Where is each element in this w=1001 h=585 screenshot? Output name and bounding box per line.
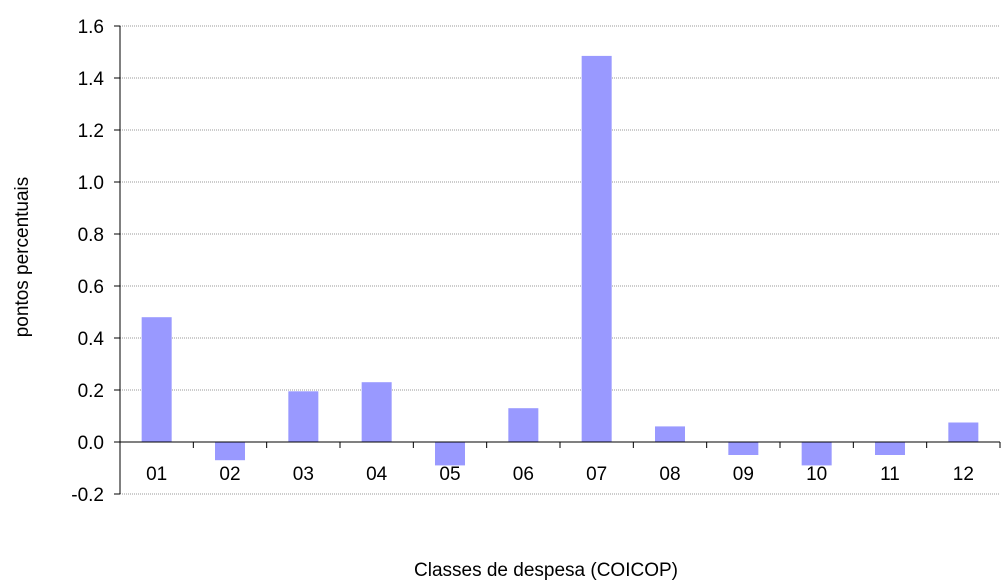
y-tick-label: 1.6: [78, 17, 104, 38]
bar-12: [948, 422, 979, 442]
y-tick-label: 0.6: [78, 277, 104, 298]
x-tick-label: 10: [806, 464, 827, 485]
y-axis-title: pontos percentuais: [12, 177, 33, 338]
bar-03: [288, 391, 319, 442]
y-tick-label: 1.4: [78, 69, 105, 90]
bar-01: [141, 317, 172, 442]
y-tick-labels: -0.2 0.0 0.2 0.4 0.6 0.8 1.0 1.2 1.4 1.6: [71, 17, 104, 506]
x-tick-label: 11: [880, 464, 900, 485]
x-tick-label: 01: [146, 464, 167, 485]
y-tick-label: 0.8: [78, 225, 104, 246]
y-tick-label: -0.2: [71, 485, 104, 506]
x-tick-labels: 01 02 03 04 05 06 07 08 09 10 11 12: [146, 464, 974, 485]
bar-10: [801, 442, 832, 466]
y-tick-label: 1.0: [78, 173, 104, 194]
bar-11: [875, 442, 905, 455]
bar-09: [728, 442, 759, 455]
bar-08: [655, 426, 685, 442]
x-tick-label: 07: [586, 464, 607, 485]
y-tick-label: 0.0: [78, 433, 104, 454]
y-tick-label: 1.2: [78, 121, 104, 142]
bar-05: [435, 442, 465, 466]
x-tick-label: 04: [366, 464, 388, 485]
x-tick-label: 06: [513, 464, 534, 485]
x-tick-label: 12: [953, 464, 974, 485]
x-tick-label: 08: [659, 464, 680, 485]
axes: [114, 25, 1001, 495]
gridlines: [120, 25, 1000, 495]
bar-06: [508, 408, 539, 442]
bar-04: [361, 382, 392, 442]
x-tick-label: 09: [733, 464, 754, 485]
bar-07: [581, 55, 612, 443]
x-tick-label: 02: [219, 464, 240, 485]
y-tick-label: 0.4: [78, 329, 105, 350]
bar-02: [215, 442, 245, 461]
x-axis-title: Classes de despesa (COICOP): [414, 560, 678, 581]
bars: [141, 55, 979, 466]
y-tick-label: 0.2: [78, 381, 104, 402]
x-tick-label: 03: [293, 464, 314, 485]
x-tick-label: 05: [439, 464, 460, 485]
